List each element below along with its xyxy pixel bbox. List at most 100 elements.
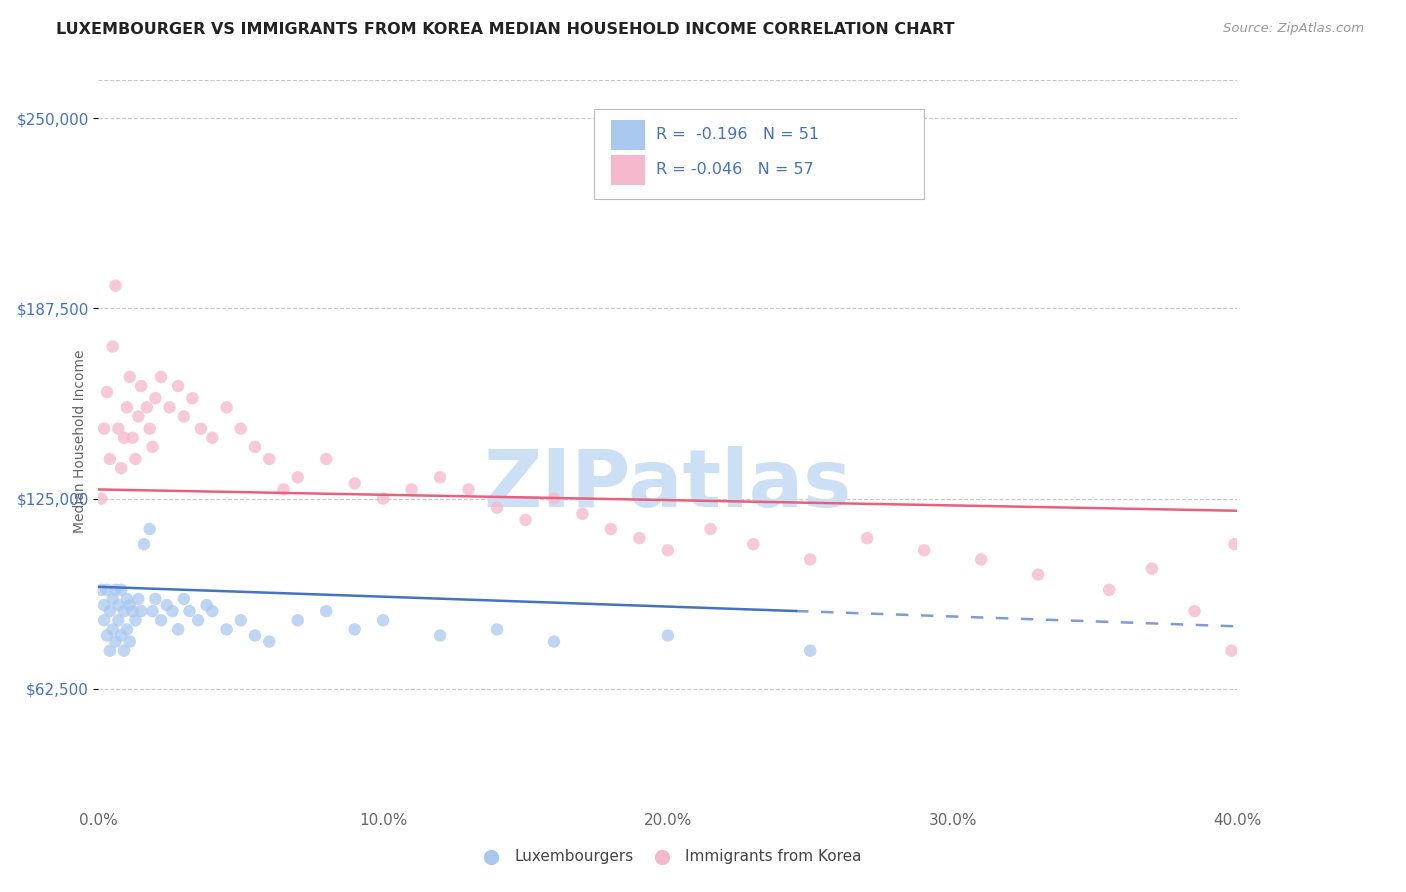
Point	[912, 543, 935, 558]
Point	[179, 604, 201, 618]
FancyBboxPatch shape	[612, 154, 645, 185]
Point	[110, 582, 132, 597]
Point	[343, 476, 366, 491]
Point	[129, 379, 152, 393]
Point	[486, 500, 509, 515]
Point	[110, 628, 132, 642]
Point	[195, 598, 218, 612]
Point	[287, 613, 309, 627]
Point	[600, 522, 623, 536]
Point	[799, 643, 821, 657]
Point	[96, 385, 118, 400]
Point	[273, 483, 295, 497]
Point	[243, 440, 266, 454]
Point	[201, 604, 224, 618]
Point	[141, 604, 163, 618]
Point	[135, 401, 157, 415]
Point	[429, 470, 451, 484]
Point	[167, 379, 190, 393]
Point	[132, 537, 155, 551]
Point	[110, 461, 132, 475]
Point	[104, 634, 127, 648]
Point	[167, 623, 190, 637]
Point	[138, 522, 160, 536]
Point	[401, 483, 423, 497]
Point	[98, 452, 121, 467]
Point	[229, 613, 252, 627]
Y-axis label: Median Household Income: Median Household Income	[73, 350, 87, 533]
Point	[121, 431, 143, 445]
Point	[486, 623, 509, 637]
Text: ZIPatlas: ZIPatlas	[484, 446, 852, 524]
Point	[543, 491, 565, 506]
Point	[159, 401, 181, 415]
Point	[145, 591, 167, 606]
Point	[429, 628, 451, 642]
Point	[118, 634, 141, 648]
Point	[229, 422, 252, 436]
Point	[107, 598, 129, 612]
Point	[243, 628, 266, 642]
Point	[104, 582, 127, 597]
Point	[93, 613, 115, 627]
Point	[287, 470, 309, 484]
Point	[107, 613, 129, 627]
Point	[138, 422, 160, 436]
Point	[1140, 561, 1163, 575]
Text: Luxembourgers: Luxembourgers	[515, 849, 633, 864]
Point	[187, 613, 209, 627]
Point	[373, 613, 395, 627]
Point	[90, 582, 112, 597]
Point	[173, 409, 195, 424]
Point	[181, 391, 204, 405]
Point	[215, 623, 238, 637]
Point	[96, 628, 118, 642]
FancyBboxPatch shape	[612, 120, 645, 151]
Point	[98, 643, 121, 657]
Point	[101, 623, 124, 637]
Point	[515, 513, 537, 527]
Point	[104, 278, 127, 293]
Point	[121, 604, 143, 618]
Point	[1026, 567, 1049, 582]
Point	[124, 452, 146, 467]
Point	[129, 604, 152, 618]
Point	[970, 552, 993, 566]
Point	[1223, 537, 1246, 551]
Point	[201, 431, 224, 445]
Point	[150, 613, 173, 627]
Point	[315, 604, 337, 618]
Point	[571, 507, 593, 521]
Point	[315, 452, 337, 467]
Point	[457, 483, 479, 497]
Point	[112, 643, 135, 657]
Point	[190, 422, 212, 436]
Point	[259, 634, 281, 648]
Point	[115, 623, 138, 637]
Text: R = -0.046   N = 57: R = -0.046 N = 57	[657, 161, 814, 177]
Point	[90, 491, 112, 506]
Point	[115, 591, 138, 606]
Text: R =  -0.196   N = 51: R = -0.196 N = 51	[657, 127, 820, 142]
Point	[657, 543, 679, 558]
Point	[118, 370, 141, 384]
Point	[101, 591, 124, 606]
Point	[343, 623, 366, 637]
Point	[173, 591, 195, 606]
Point	[98, 604, 121, 618]
Point	[1220, 643, 1243, 657]
Point	[93, 598, 115, 612]
Point	[162, 604, 184, 618]
Point	[107, 422, 129, 436]
Point	[1184, 604, 1206, 618]
Text: LUXEMBOURGER VS IMMIGRANTS FROM KOREA MEDIAN HOUSEHOLD INCOME CORRELATION CHART: LUXEMBOURGER VS IMMIGRANTS FROM KOREA ME…	[56, 22, 955, 37]
Point	[93, 422, 115, 436]
Point	[215, 401, 238, 415]
Point	[543, 634, 565, 648]
Text: Immigrants from Korea: Immigrants from Korea	[685, 849, 862, 864]
Point	[101, 339, 124, 353]
Point	[150, 370, 173, 384]
Point	[127, 591, 149, 606]
Point	[373, 491, 395, 506]
Point	[115, 401, 138, 415]
